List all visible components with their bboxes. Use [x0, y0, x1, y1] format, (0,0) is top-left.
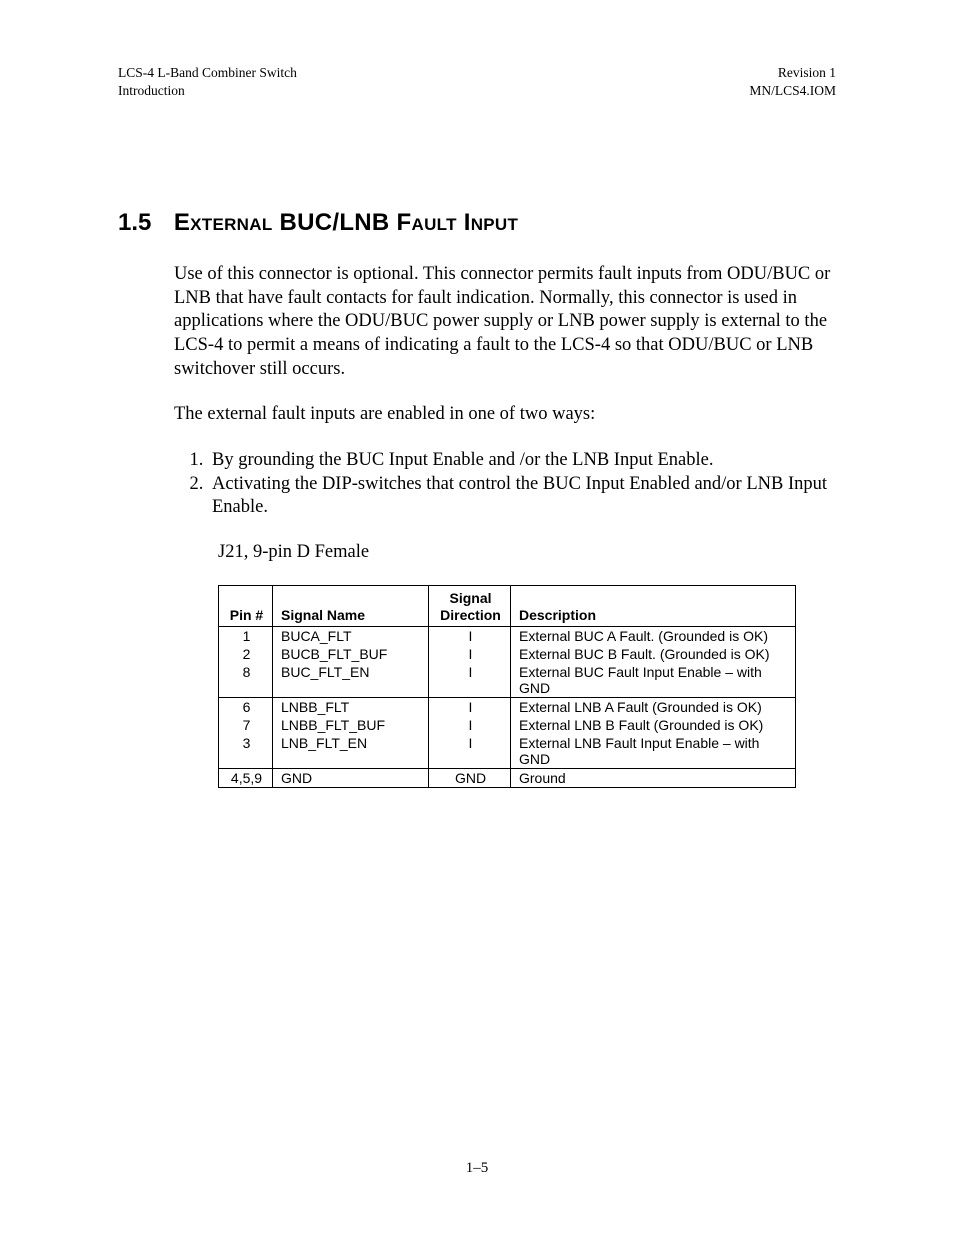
body-text: Use of this connector is optional. This …	[174, 263, 836, 427]
cell-name: LNB_FLT_EN	[273, 734, 429, 769]
cell-name: GND	[273, 768, 429, 787]
cell-desc: External LNB Fault Input Enable – with G…	[511, 734, 796, 769]
list-item: By grounding the BUC Input Enable and /o…	[208, 449, 836, 473]
table-row: 6 LNBB_FLT I External LNB A Fault (Groun…	[219, 697, 796, 716]
cell-desc: External BUC B Fault. (Grounded is OK)	[511, 645, 796, 663]
cell-pin: 2	[219, 645, 273, 663]
section-number: 1.5	[118, 209, 151, 236]
cell-dir: I	[429, 626, 511, 645]
cell-desc: External LNB A Fault (Grounded is OK)	[511, 697, 796, 716]
paragraph-2: The external fault inputs are enabled in…	[174, 403, 836, 427]
header-left-line2: Introduction	[118, 83, 185, 98]
page-number: 1–5	[0, 1160, 954, 1177]
cell-name: LNBB_FLT_BUF	[273, 716, 429, 734]
list-item: Activating the DIP-switches that control…	[208, 473, 836, 520]
header-left-line1: LCS-4 L-Band Combiner Switch	[118, 65, 297, 80]
cell-name: BUCA_FLT	[273, 626, 429, 645]
table-row: 8 BUC_FLT_EN I External BUC Fault Input …	[219, 663, 796, 698]
pinout-table: Pin # Signal Name Signal Direction Descr…	[218, 585, 796, 788]
cell-pin: 1	[219, 626, 273, 645]
cell-pin: 3	[219, 734, 273, 769]
connector-label: J21, 9-pin D Female	[218, 542, 836, 563]
page: LCS-4 L-Band Combiner Switch Introductio…	[0, 0, 954, 1235]
cell-dir: I	[429, 663, 511, 698]
section-heading: 1.5 External BUC/LNB Fault Input	[118, 209, 836, 237]
cell-dir: I	[429, 697, 511, 716]
col-header-pin: Pin #	[219, 586, 273, 627]
table-row: 4,5,9 GND GND Ground	[219, 768, 796, 787]
cell-name: LNBB_FLT	[273, 697, 429, 716]
cell-dir: I	[429, 645, 511, 663]
running-header: LCS-4 L-Band Combiner Switch Introductio…	[118, 64, 836, 99]
cell-dir: I	[429, 716, 511, 734]
header-left: LCS-4 L-Band Combiner Switch Introductio…	[118, 64, 297, 99]
cell-pin: 4,5,9	[219, 768, 273, 787]
col-header-desc: Description	[511, 586, 796, 627]
cell-desc: External BUC A Fault. (Grounded is OK)	[511, 626, 796, 645]
col-header-direction: Signal Direction	[429, 586, 511, 627]
cell-name: BUCB_FLT_BUF	[273, 645, 429, 663]
cell-desc: Ground	[511, 768, 796, 787]
cell-desc: External BUC Fault Input Enable – with G…	[511, 663, 796, 698]
table-row: 3 LNB_FLT_EN I External LNB Fault Input …	[219, 734, 796, 769]
table-row: 7 LNBB_FLT_BUF I External LNB B Fault (G…	[219, 716, 796, 734]
cell-dir: I	[429, 734, 511, 769]
cell-pin: 8	[219, 663, 273, 698]
cell-dir: GND	[429, 768, 511, 787]
header-right-line2: MN/LCS4.IOM	[749, 83, 836, 98]
cell-desc: External LNB B Fault (Grounded is OK)	[511, 716, 796, 734]
cell-pin: 6	[219, 697, 273, 716]
table-row: 1 BUCA_FLT I External BUC A Fault. (Grou…	[219, 626, 796, 645]
paragraph-1: Use of this connector is optional. This …	[174, 263, 836, 381]
header-right: Revision 1 MN/LCS4.IOM	[749, 64, 836, 99]
table-header-row: Pin # Signal Name Signal Direction Descr…	[219, 586, 796, 627]
header-right-line1: Revision 1	[778, 65, 836, 80]
table-row: 2 BUCB_FLT_BUF I External BUC B Fault. (…	[219, 645, 796, 663]
cell-pin: 7	[219, 716, 273, 734]
enable-methods-list: By grounding the BUC Input Enable and /o…	[118, 449, 836, 520]
section-title: External BUC/LNB Fault Input	[174, 209, 518, 236]
cell-name: BUC_FLT_EN	[273, 663, 429, 698]
col-header-name: Signal Name	[273, 586, 429, 627]
